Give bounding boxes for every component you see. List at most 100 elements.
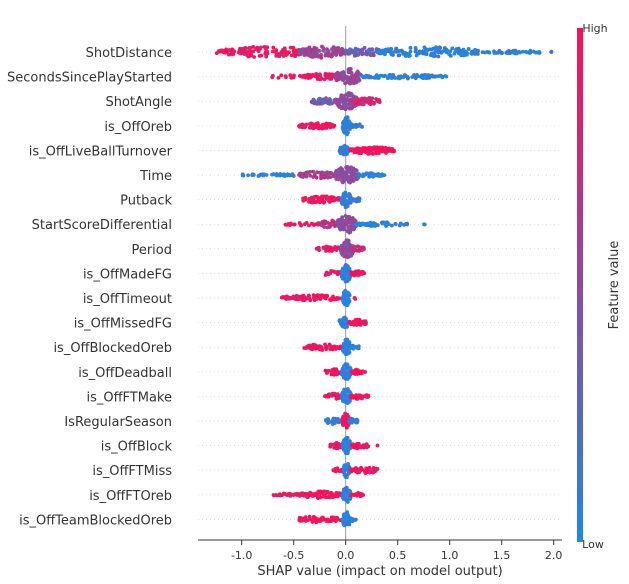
shap-point [323,71,328,76]
x-tick-label: 0.5 [389,549,407,562]
shap-point [535,50,540,55]
shap-point [342,298,347,303]
shap-point [377,98,382,103]
shap-point [363,471,368,476]
shap-point [335,77,340,82]
shap-point [312,98,317,103]
shap-point [352,53,357,58]
shap-point [462,53,467,58]
shap-point [350,100,355,104]
shap-point [341,341,346,346]
shap-point [288,493,293,498]
feature-label: ShotDistance [86,46,172,61]
shap-point [317,97,322,102]
shap-point [325,246,330,251]
shap-point [323,171,327,176]
shap-point [332,442,337,447]
shap-point [356,467,361,472]
shap-point [283,74,288,79]
shap-point [328,248,333,253]
shap-point [324,519,329,524]
shap-point [302,493,307,498]
shap-point [345,344,350,348]
shap-point [304,220,309,225]
shap-point [341,172,346,177]
shap-point [342,522,347,527]
shap-point [423,48,428,53]
shap-point [349,416,353,421]
x-tick-label: 1.5 [493,549,511,562]
shap-point [342,270,347,275]
shap-point [344,349,349,354]
shap-point [380,173,385,178]
shap-point [315,170,319,175]
shap-point [454,47,459,51]
shap-point [343,205,348,210]
shap-point [342,394,347,399]
x-tick-label: -1.0 [231,549,252,562]
shap-point [333,468,338,472]
feature-label: is_OffFTOreb [89,489,172,504]
shap-point [333,72,338,77]
shap-point [406,54,411,58]
shap-point [341,373,346,378]
shap-point [431,46,436,51]
shap-point [333,245,338,249]
shap-point [354,418,359,423]
shap-point [340,201,345,206]
shap-point [373,468,378,473]
shap-point [334,270,338,275]
shap-point [342,127,347,132]
shap-point [319,174,323,178]
shap-point [344,486,348,491]
shap-point [292,48,297,53]
x-tick-label: 2.0 [545,549,563,562]
shap-point [320,194,324,199]
shap-point [363,223,368,227]
shap-point [300,298,305,303]
shap-point [360,272,364,276]
shap-point [329,77,334,81]
shap-point [497,50,501,55]
shap-point [306,72,310,77]
shap-point [329,296,334,301]
grid-lines [198,51,562,520]
shap-point [505,51,510,56]
shap-point [354,469,358,474]
shap-point [353,297,358,301]
shap-point [358,393,363,398]
shap-point [322,225,327,230]
shap-point [302,53,307,58]
shap-point [276,493,281,498]
shap-point [288,45,293,50]
shap-point [311,169,316,174]
shap-point [327,271,332,276]
shap-point [288,73,293,78]
shap-point [322,200,326,205]
x-tick-label: -0.5 [283,549,304,562]
shap-point [239,49,244,54]
shap-point [334,490,339,495]
shap-point [349,420,354,425]
shap-point [360,52,364,57]
feature-label: Time [139,169,172,184]
shap-point [271,172,276,177]
shap-point [355,396,360,401]
shap-point [299,74,304,79]
shap-point [374,97,378,101]
shap-point [432,54,437,58]
shap-point [524,50,529,55]
shap-point [343,513,348,518]
shap-point [345,423,350,427]
shap-point [342,389,347,393]
shap-point [310,72,315,77]
shap-point [356,99,361,104]
shap-point [351,50,356,55]
shap-point [391,53,395,57]
shap-point [394,46,399,51]
shap-point [312,515,317,520]
shap-point [363,393,368,398]
colorbar-high-label: High [582,22,607,35]
shap-point [316,247,321,251]
